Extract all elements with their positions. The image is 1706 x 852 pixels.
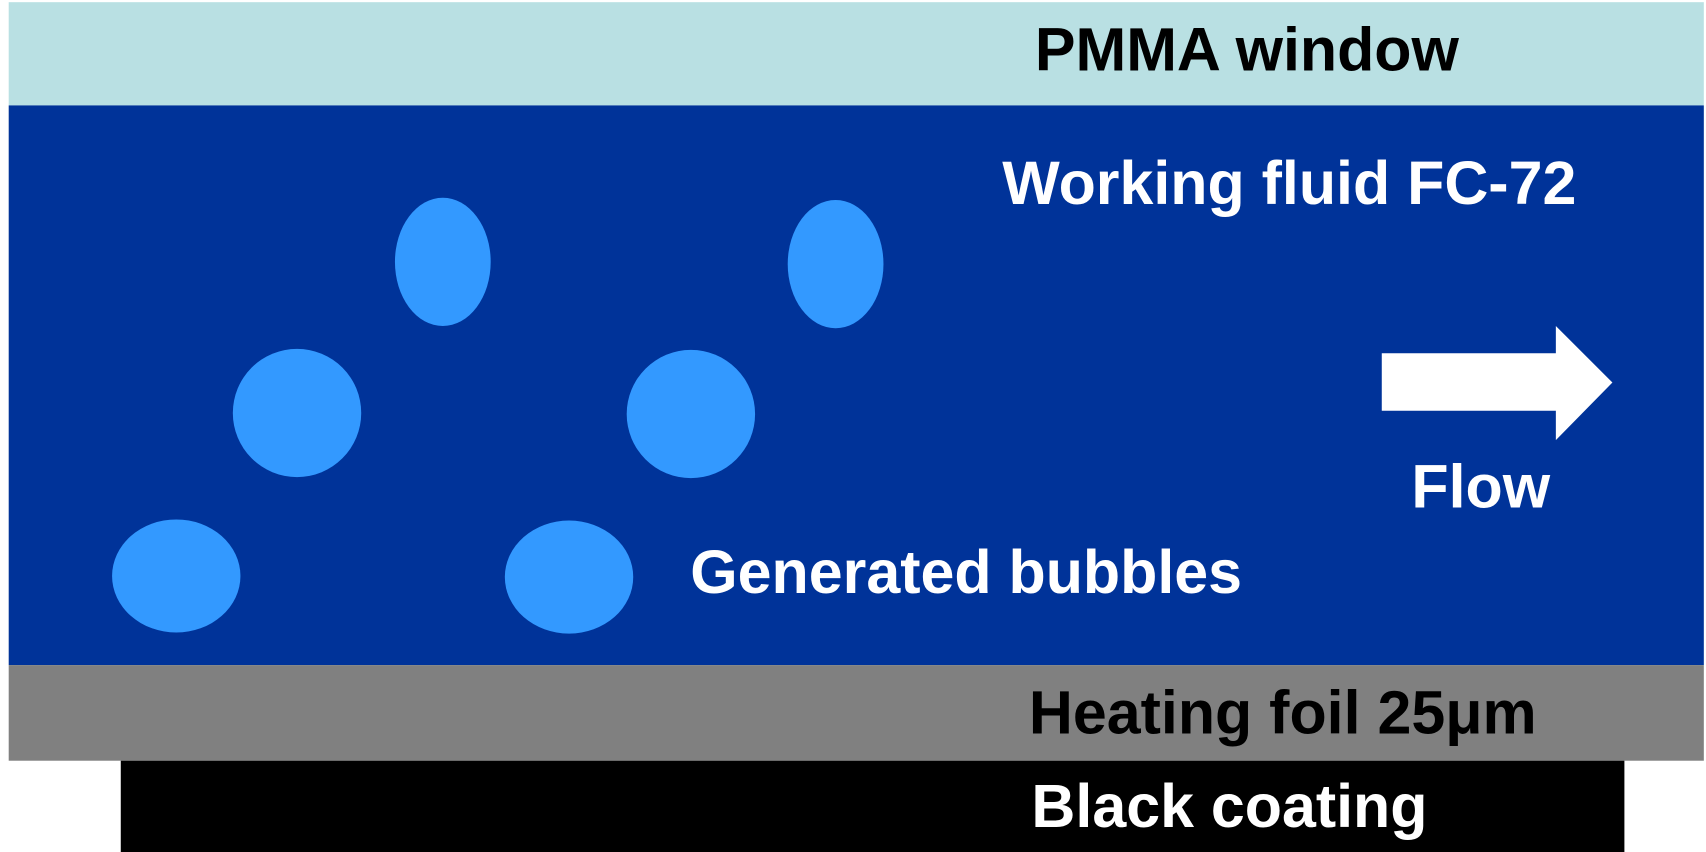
pmma-window-layer xyxy=(8,2,1704,106)
pmma-window-label: PMMA window xyxy=(1035,15,1460,83)
black-coating-layer xyxy=(120,760,1625,852)
bubble xyxy=(232,348,362,478)
black-coating-label: Black coating xyxy=(1031,772,1427,840)
heating-foil-label: Heating foil 25μm xyxy=(1029,678,1537,746)
bubble xyxy=(787,199,884,329)
flow-label: Flow xyxy=(1411,452,1550,520)
flow-arrow xyxy=(1381,326,1613,441)
bubbles xyxy=(112,197,884,634)
working-fluid-label: Working fluid FC-72 xyxy=(1002,149,1576,217)
bubble xyxy=(394,197,491,327)
bubble xyxy=(626,349,756,479)
heating-foil-layer xyxy=(8,665,1704,761)
generated-bubbles-label: Generated bubbles xyxy=(690,538,1242,606)
bubble xyxy=(112,519,241,633)
bubble xyxy=(504,520,634,634)
